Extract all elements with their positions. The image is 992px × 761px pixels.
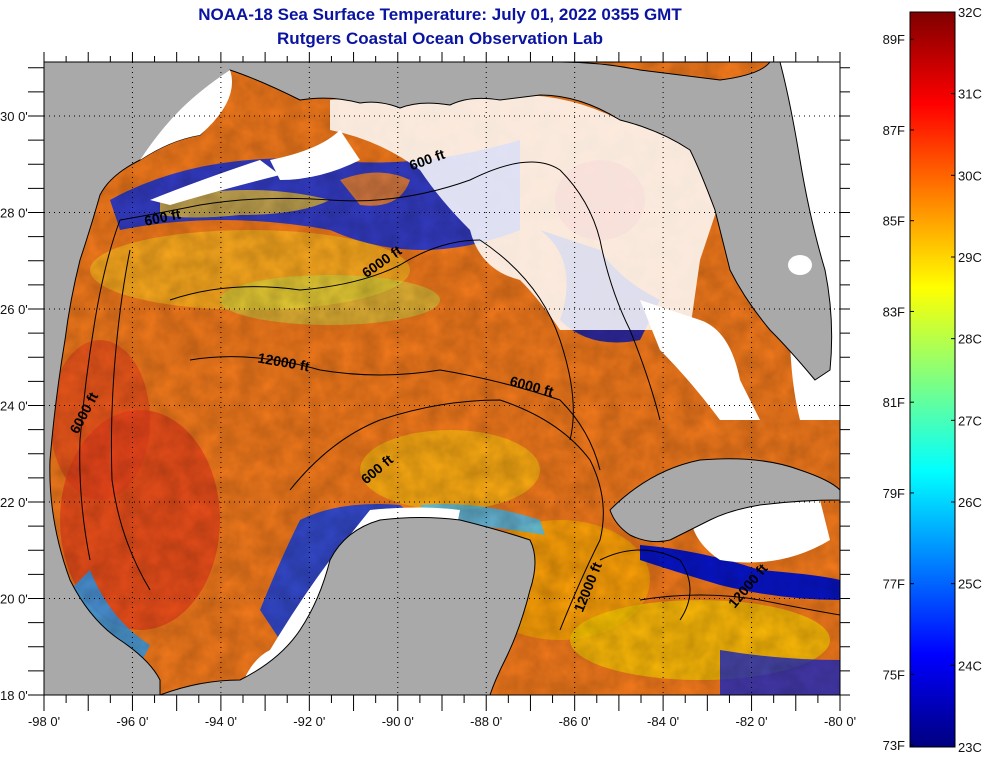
y-tick-label: 22 0' <box>0 495 28 510</box>
contour-caribbean <box>599 549 691 621</box>
fahrenheit-tick-label: 83F <box>883 304 905 319</box>
colorbar <box>909 11 956 748</box>
y-tick-label: 18 0' <box>0 688 28 703</box>
fahrenheit-tick-label: 85F <box>883 214 905 229</box>
cloud-area <box>270 130 360 180</box>
celsius-tick-label: 26C <box>958 495 982 510</box>
lake-okeechobee <box>788 255 812 275</box>
land-cuba <box>609 458 840 543</box>
graticule <box>44 62 840 695</box>
x-tick-label: -80 0' <box>824 714 856 729</box>
celsius-tick-label: 23C <box>958 740 982 755</box>
land-mexico-us-gulf-coast <box>44 62 833 695</box>
y-tick-label: 20 0' <box>0 592 28 607</box>
map-title: NOAA-18 Sea Surface Temperature: July 01… <box>198 5 682 24</box>
y-tick-label: 26 0' <box>0 302 28 317</box>
cloud-area <box>140 70 232 160</box>
contour-label: 600 ft <box>143 206 182 229</box>
x-tick-label: -82 0' <box>735 714 767 729</box>
contour-6000ft-east <box>479 239 574 441</box>
map-subtitle: Rutgers Coastal Ocean Observation Lab <box>277 29 603 48</box>
contour-6000ft-north <box>169 239 481 301</box>
celsius-tick-label: 24C <box>958 658 982 673</box>
fahrenheit-tick-label: 73F <box>883 738 905 753</box>
x-tick-label: -86 0' <box>559 714 591 729</box>
contour-12000ft <box>189 356 601 471</box>
y-tick-label: 24 0' <box>0 399 28 414</box>
contour-600ft-west <box>79 219 121 561</box>
x-tick-label: -92 0' <box>293 714 325 729</box>
x-tick-label: -88 0' <box>470 714 502 729</box>
cloud-area <box>640 300 760 420</box>
y-tick-label: 30 0' <box>0 109 28 124</box>
land-yucatan <box>159 517 536 695</box>
cloud-area <box>330 93 720 330</box>
x-tick-label: -94 0' <box>205 714 237 729</box>
y-axis: 30 0' 28 0' 26 0' 24 0' 22 0' 20 0' 18 0' <box>0 67 850 703</box>
x-axis: -98 0' -96 0' -94 0' -92 0' -90 0' -88 0' -86 … <box>28 52 856 729</box>
x-tick-label: -96 0' <box>116 714 148 729</box>
colorbar-fahrenheit-axis: 89F 87F 85F 83F 81F 79F 77F 75F 73F <box>883 32 914 753</box>
celsius-tick-label: 32C <box>958 5 982 20</box>
bathymetry-contours <box>79 161 840 631</box>
fahrenheit-tick-label: 77F <box>883 577 905 592</box>
fahrenheit-tick-label: 81F <box>883 395 905 410</box>
x-tick-label: -84 0' <box>647 714 679 729</box>
celsius-tick-label: 28C <box>958 332 982 347</box>
fahrenheit-tick-label: 89F <box>883 32 905 47</box>
fahrenheit-tick-label: 75F <box>883 667 905 682</box>
fahrenheit-tick-label: 87F <box>883 123 905 138</box>
x-tick-label: -90 0' <box>382 714 414 729</box>
celsius-tick-label: 25C <box>958 577 982 592</box>
celsius-tick-label: 27C <box>958 413 982 428</box>
y-tick-label: 28 0' <box>0 206 28 221</box>
celsius-tick-label: 30C <box>958 168 982 183</box>
fahrenheit-tick-label: 79F <box>883 486 905 501</box>
cloud-area <box>150 160 280 205</box>
x-tick-label: -98 0' <box>28 714 60 729</box>
contour-600ft-south <box>289 399 604 631</box>
contour-600ft <box>119 161 661 421</box>
celsius-tick-label: 29C <box>958 250 982 265</box>
celsius-tick-label: 31C <box>958 87 982 102</box>
contour-6000ft-west <box>110 249 151 591</box>
contour-12000ft-caribbean <box>639 594 840 616</box>
colorbar-celsius-axis: 32C 31C 30C 29C 28C 27C 26C 25C 24C 23C <box>951 5 982 755</box>
